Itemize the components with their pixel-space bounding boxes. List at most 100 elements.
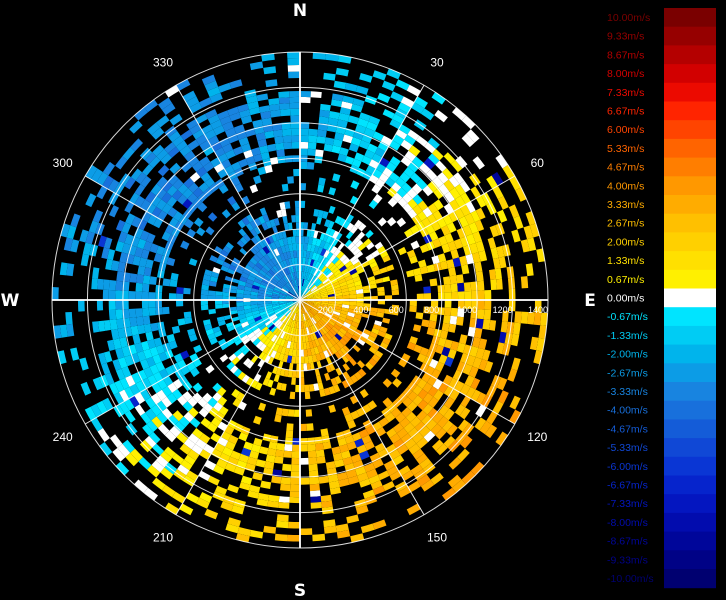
velocity-cell-1060	[262, 214, 270, 223]
velocity-cell-2121	[172, 453, 185, 465]
velocity-cell-1425	[182, 391, 193, 402]
velocity-cell-2061	[103, 279, 110, 290]
velocity-cell-230	[291, 312, 296, 320]
velocity-cell-1963	[383, 459, 396, 471]
velocity-cell-1034	[267, 379, 274, 388]
legend-swatch	[664, 475, 716, 495]
velocity-cell-874	[274, 232, 281, 241]
velocity-cell-2059	[103, 320, 111, 331]
velocity-cell-526	[264, 273, 273, 281]
velocity-cell-1620	[138, 257, 148, 268]
velocity-cell-2284	[102, 397, 114, 411]
velocity-cell-1252	[285, 430, 294, 438]
velocity-cell-2446	[442, 487, 457, 501]
velocity-cell-937	[250, 236, 259, 245]
velocity-cell-1121	[209, 255, 218, 263]
velocity-cell-946	[345, 231, 354, 240]
velocity-cell-1929	[347, 115, 360, 125]
velocity-cell-690	[249, 321, 257, 329]
velocity-cell-997	[273, 217, 280, 226]
velocity-cell-422	[266, 308, 274, 314]
velocity-cell-303	[314, 314, 322, 321]
velocity-cell-947	[352, 236, 361, 245]
velocity-cell-1860	[454, 380, 465, 393]
velocity-cell-1955	[459, 383, 471, 396]
velocity-cell-966	[365, 339, 374, 347]
velocity-cell-2320	[420, 479, 435, 492]
velocity-cell-1983	[129, 383, 141, 396]
velocity-cell-2390	[523, 225, 534, 240]
velocity-cell-1888	[191, 444, 203, 455]
velocity-cell-1645	[317, 129, 327, 138]
velocity-cell-151	[286, 302, 294, 307]
velocity-cell-424	[265, 304, 273, 309]
velocity-cell-115	[306, 301, 314, 304]
velocity-cell-1389	[443, 315, 451, 324]
velocity-cell-154	[286, 301, 294, 304]
velocity-cell-1639	[257, 138, 268, 148]
velocity-cell-2027	[474, 219, 485, 232]
legend-swatch	[664, 64, 716, 84]
velocity-cell-2049	[184, 454, 196, 466]
velocity-cell-1638	[241, 143, 252, 153]
velocity-cell-1552	[308, 135, 318, 143]
velocity-cell-2424	[325, 53, 339, 62]
compass-label-n: N	[293, 1, 307, 21]
velocity-cell-101	[304, 289, 311, 296]
velocity-cell-1253	[218, 406, 229, 416]
velocity-cell-323	[283, 317, 289, 324]
velocity-cell-1924	[261, 117, 273, 126]
velocity-cell-1601	[217, 436, 229, 447]
velocity-cell-2313	[497, 390, 509, 404]
legend-label: 6.67m/s	[607, 106, 644, 118]
velocity-cell-705	[250, 268, 259, 276]
velocity-cell-1097	[289, 391, 296, 400]
velocity-cell-904	[341, 355, 350, 364]
velocity-cell-1049	[212, 267, 221, 274]
velocity-cell-1909	[119, 252, 128, 263]
velocity-cell-2115	[257, 492, 270, 501]
velocity-cell-555	[336, 275, 345, 282]
velocity-cell-504	[272, 327, 280, 335]
velocity-cell-393	[319, 319, 327, 326]
azimuth-line-120	[299, 299, 516, 425]
velocity-cell-2106	[415, 453, 428, 465]
velocity-cell-1805	[133, 227, 144, 239]
velocity-cell-335	[271, 302, 280, 305]
velocity-cell-2086	[351, 103, 363, 113]
velocity-cell-1120	[204, 269, 213, 277]
velocity-cell-714	[276, 246, 283, 255]
velocity-cell-191	[309, 284, 316, 291]
velocity-cell-758	[323, 350, 330, 359]
velocity-cell-1811	[161, 180, 173, 193]
velocity-cell-992	[250, 228, 258, 237]
velocity-cell-2157	[427, 137, 440, 149]
velocity-cell-1196	[332, 173, 341, 183]
velocity-cell-1486	[438, 354, 448, 365]
velocity-cell-924	[223, 314, 232, 321]
velocity-cell-1144	[287, 409, 295, 417]
velocity-cell-1640	[274, 136, 284, 144]
velocity-cell-1042	[212, 326, 221, 333]
velocity-cell-663	[334, 333, 343, 341]
velocity-cell-498	[288, 334, 293, 342]
velocity-cell-1885	[224, 462, 237, 473]
velocity-cell-330	[274, 309, 282, 315]
velocity-cell-1490	[422, 382, 433, 393]
velocity-cell-1581	[427, 386, 439, 397]
velocity-cell-1014	[382, 276, 391, 283]
velocity-cell-733	[344, 260, 353, 269]
velocity-cell-1271	[264, 164, 273, 174]
velocity-cell-2150	[300, 91, 311, 98]
velocity-cell-2035	[460, 395, 471, 408]
velocity-cell-186	[305, 280, 310, 288]
velocity-cell-1373	[396, 187, 408, 198]
velocity-cell-1877	[318, 475, 329, 484]
velocity-cell-241	[280, 305, 288, 310]
velocity-cell-503	[275, 328, 282, 337]
velocity-cell-1585	[399, 417, 411, 428]
velocity-cell-381	[328, 296, 336, 299]
velocity-cell-816	[325, 235, 333, 244]
velocity-cell-2279	[231, 505, 245, 515]
velocity-cell-1215	[306, 423, 314, 431]
